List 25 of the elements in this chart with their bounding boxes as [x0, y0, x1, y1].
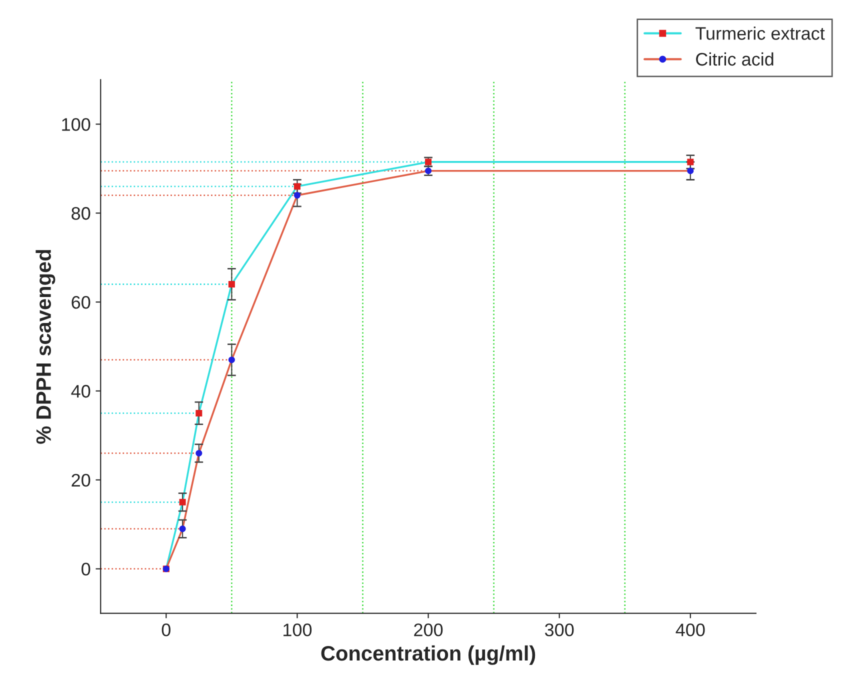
point	[196, 450, 202, 456]
point	[687, 168, 694, 174]
y-tick-label: 20	[72, 474, 90, 487]
y-axis-title: % DPPH scavenged	[36, 250, 56, 444]
legend-label: Citric acid	[696, 52, 774, 66]
y-tick-label: 100	[62, 118, 90, 131]
point	[196, 410, 202, 416]
x-tick-label: 200	[414, 624, 443, 636]
x-tick-label: 300	[544, 624, 574, 636]
point	[294, 183, 300, 190]
point	[179, 498, 186, 506]
x-tick-label: 100	[284, 624, 312, 636]
x-tick-label: 400	[676, 624, 705, 636]
legend-label: Turmeric extract	[696, 26, 825, 40]
x-axis-title: Concentration (µg/ml)	[321, 645, 536, 665]
y-tick-label: 0	[82, 562, 90, 576]
point	[228, 280, 235, 288]
y-tick-label: 60	[72, 296, 90, 309]
point	[228, 356, 235, 364]
x-tick-label: 0	[162, 624, 170, 636]
point	[294, 192, 300, 199]
y-tick-label: 40	[71, 384, 90, 398]
point	[687, 158, 694, 166]
point	[179, 526, 186, 532]
y-tick-label: 80	[72, 207, 90, 220]
